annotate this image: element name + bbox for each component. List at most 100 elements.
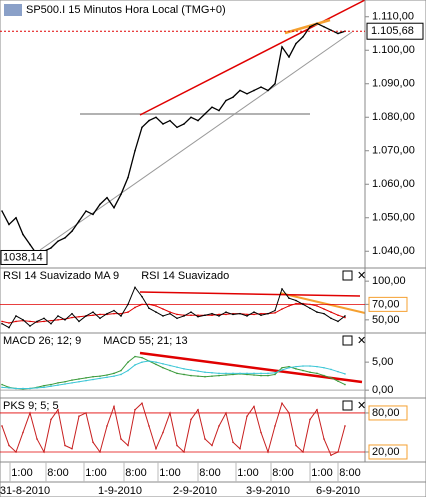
data-point <box>64 319 66 321</box>
data-point <box>99 377 101 380</box>
data-point <box>43 317 45 320</box>
data-point <box>120 373 122 376</box>
data-point <box>302 451 304 453</box>
data-point <box>288 365 290 368</box>
data-point <box>183 123 185 125</box>
data-point <box>176 444 178 447</box>
data-point <box>99 313 101 316</box>
window-button[interactable] <box>342 270 353 281</box>
data-point <box>288 56 290 58</box>
icon <box>4 4 22 16</box>
data-point <box>211 312 213 315</box>
data-point <box>316 22 318 25</box>
data-point <box>120 369 122 372</box>
data-point <box>85 379 87 382</box>
data-point <box>260 312 262 315</box>
data-point <box>239 89 241 92</box>
data-point <box>127 303 129 306</box>
data-line <box>1 286 346 329</box>
data-point <box>344 316 346 319</box>
data-point <box>162 308 164 310</box>
data-point <box>295 42 297 45</box>
data-point <box>162 366 164 369</box>
data-line <box>1 303 346 324</box>
data-point <box>204 438 206 440</box>
data-point <box>302 303 304 306</box>
data-point <box>323 308 325 310</box>
data-point <box>155 311 157 313</box>
data-point <box>120 193 122 196</box>
data-point <box>316 305 318 307</box>
data-point <box>8 387 10 389</box>
data-point <box>134 286 136 289</box>
y-tick-label: 0,00 <box>372 384 393 396</box>
data-point <box>337 370 339 373</box>
data-point <box>57 384 59 386</box>
data-point <box>302 365 304 367</box>
data-point <box>29 325 31 327</box>
close-button[interactable]: ✕ <box>357 400 366 412</box>
data-point <box>197 408 199 411</box>
data-point <box>218 315 220 317</box>
data-point <box>337 32 339 35</box>
data-point <box>330 29 332 31</box>
data-point <box>225 311 227 313</box>
data-point <box>99 451 101 453</box>
window-button[interactable] <box>342 400 353 411</box>
data-point <box>323 26 325 28</box>
window-button[interactable] <box>342 335 353 346</box>
data-point <box>78 220 80 222</box>
data-point <box>288 305 290 307</box>
data-point <box>127 369 129 372</box>
data-point <box>92 375 94 378</box>
data-point <box>36 387 38 389</box>
data-point <box>323 366 325 369</box>
data-point <box>106 376 108 379</box>
trend-line <box>139 351 363 384</box>
data-point <box>253 374 255 376</box>
data-point <box>155 363 157 366</box>
y-tick-label: 1.060,00 <box>372 178 415 190</box>
data-point <box>246 415 248 418</box>
data-point <box>71 382 73 384</box>
data-point <box>253 372 255 375</box>
data-point <box>190 374 192 377</box>
data-point <box>316 365 318 368</box>
data-point <box>239 372 241 375</box>
data-point <box>316 311 318 313</box>
data-point <box>50 385 52 388</box>
data-point <box>330 368 332 371</box>
data-point <box>246 315 248 317</box>
data-point <box>253 311 255 313</box>
legend-entry: RSI 14 Suavizado MA 9 <box>3 270 119 282</box>
data-point <box>113 375 115 377</box>
data-point <box>225 374 227 376</box>
y-tick-label: 1.050,00 <box>372 212 415 224</box>
data-point <box>29 412 31 414</box>
data-point <box>22 233 24 236</box>
data-point <box>246 373 248 376</box>
data-point <box>302 36 304 38</box>
data-point <box>22 319 24 321</box>
data-point <box>211 314 213 317</box>
data-point <box>309 307 311 310</box>
data-point <box>330 377 332 379</box>
data-point <box>162 123 164 125</box>
data-point <box>288 412 290 414</box>
data-point <box>232 373 234 376</box>
data-point <box>281 46 283 48</box>
x-tick-label: 8:00 <box>339 467 360 479</box>
data-point <box>50 319 52 322</box>
data-point <box>190 369 192 371</box>
y-tick-label: 80,00 <box>372 407 400 419</box>
legend-entry: MACD 26; 12; 9 <box>3 335 81 347</box>
data-point <box>8 322 10 324</box>
close-button[interactable]: ✕ <box>357 270 366 282</box>
data-point <box>120 312 122 315</box>
close-button[interactable]: ✕ <box>357 335 366 347</box>
data-point <box>85 210 87 212</box>
data-line <box>1 402 346 456</box>
tick-box <box>368 296 408 312</box>
data-point <box>211 106 213 108</box>
